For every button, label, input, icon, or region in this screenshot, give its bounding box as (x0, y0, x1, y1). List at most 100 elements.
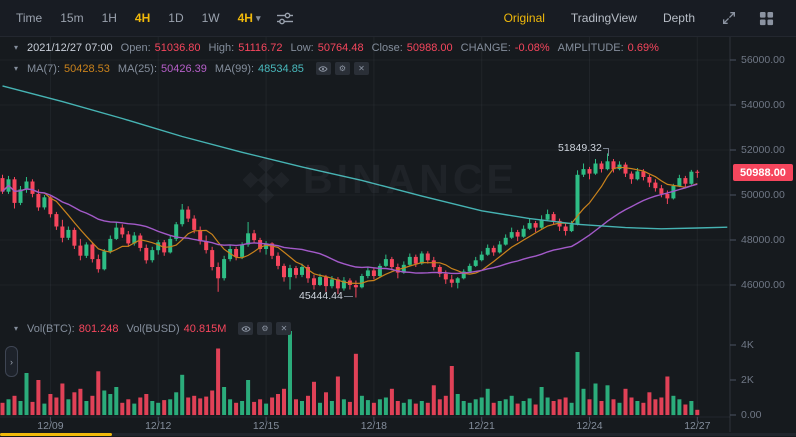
timeframe-15m[interactable]: 15m (60, 11, 84, 25)
volume-bar (683, 404, 688, 415)
candle (581, 169, 586, 175)
volume-bar (431, 385, 436, 416)
fullscreen-button[interactable] (721, 10, 737, 26)
candle (641, 171, 646, 177)
volume-bar (587, 399, 592, 416)
volume-bar (48, 394, 53, 415)
pane-expander-button[interactable]: › (5, 346, 18, 377)
ma25-label: MA(25): (117, 62, 158, 75)
volume-bar (36, 380, 41, 415)
volume-bar (593, 383, 598, 415)
volume-bar (575, 352, 580, 415)
volume-bar (479, 397, 484, 415)
candle (545, 214, 550, 220)
volume-bar (264, 403, 269, 415)
indicator-settings-button[interactable] (276, 11, 294, 26)
ma7-value: 50428.53 (64, 62, 110, 75)
time-axis-label: 12/27 (684, 420, 711, 432)
candle (611, 161, 616, 170)
candle (551, 214, 556, 221)
volume-bar (192, 395, 197, 416)
candle (365, 270, 370, 276)
candle (671, 186, 676, 199)
candle (515, 232, 520, 237)
candle (138, 235, 143, 248)
volume-bar (647, 392, 652, 416)
vol-settings-button[interactable]: ⚙ (257, 322, 273, 335)
timeframe-1d[interactable]: 1D (168, 11, 184, 25)
candle (455, 278, 460, 283)
ma99-value: 48534.85 (258, 62, 304, 75)
candle (294, 268, 298, 275)
ma-remove-button[interactable]: ✕ (353, 62, 369, 75)
volume-bar (485, 388, 490, 416)
chart-scrollbar[interactable] (0, 433, 796, 436)
volume-bar (365, 400, 370, 415)
candle (192, 218, 197, 230)
candle (204, 241, 209, 251)
candle (60, 226, 65, 238)
ma-visibility-button[interactable] (315, 62, 331, 75)
volume-bar (210, 390, 215, 415)
ma-settings-button[interactable]: ⚙ (334, 62, 350, 75)
view-original[interactable]: Original (503, 11, 545, 25)
grid-icon (759, 11, 774, 25)
grid-layout-button[interactable] (759, 11, 774, 26)
candle (521, 228, 526, 237)
volume-bar (156, 402, 161, 416)
volume-bar (563, 397, 568, 415)
volume-bar (300, 401, 304, 415)
candle (216, 267, 221, 279)
timeframe-1h[interactable]: 1H (101, 11, 117, 25)
ma25-line (1, 183, 698, 275)
amplitude-value: 0.69% (627, 42, 659, 54)
volume-bar (665, 376, 670, 415)
vol-remove-button[interactable]: ✕ (276, 322, 292, 335)
volume-bar (473, 399, 478, 416)
view-tradingview[interactable]: TradingView (570, 11, 637, 25)
volume-bar (282, 388, 286, 416)
candle (90, 244, 95, 260)
candle (635, 171, 640, 180)
volume-bar (216, 348, 221, 415)
volume-bar (60, 383, 65, 415)
time-axis-label: 12/15 (252, 420, 280, 432)
scrollbar-thumb[interactable] (0, 433, 112, 436)
volume-bar (377, 399, 382, 416)
candle (665, 193, 670, 199)
candle (467, 265, 472, 272)
volume-bar (102, 390, 107, 415)
collapse-caret-icon[interactable]: ▾ (14, 63, 19, 73)
candle (677, 178, 682, 186)
gear-icon: ⚙ (261, 324, 269, 333)
volume-bar (90, 395, 95, 416)
volume-info-row: ▾ Vol(BTC): 801.248 Vol(BUSD) 40.815M ⚙ … (14, 322, 292, 335)
ma25-value: 50426.39 (161, 62, 207, 75)
collapse-caret-icon[interactable]: ▾ (14, 43, 19, 52)
volume-bar (12, 395, 17, 416)
volume-bar (455, 394, 460, 415)
candle (425, 253, 430, 261)
volume-axis-label: 0.00 (741, 409, 762, 421)
candle (144, 247, 149, 261)
price-axis-label: 50000.00 (741, 189, 785, 201)
candle (114, 227, 119, 239)
timeframe-dropdown[interactable]: 4H ▾ (238, 11, 261, 25)
candle (276, 255, 280, 266)
collapse-caret-icon[interactable]: ▾ (14, 323, 19, 333)
candle (36, 193, 41, 208)
timeframe-time[interactable]: Time (16, 11, 43, 25)
candle (234, 249, 239, 257)
candle (318, 277, 322, 285)
candle (96, 259, 101, 270)
view-depth[interactable]: Depth (662, 11, 695, 25)
timeframe-1w[interactable]: 1W (201, 11, 220, 25)
vol-visibility-button[interactable] (238, 322, 254, 335)
volume-bar (419, 401, 424, 415)
candle (174, 224, 179, 239)
volume-bar (324, 392, 328, 416)
volume-bar (24, 373, 29, 415)
volume-bar (515, 403, 520, 415)
timeframe-4h[interactable]: 4H (134, 11, 151, 25)
price-axis-label: 56000.00 (741, 54, 785, 66)
